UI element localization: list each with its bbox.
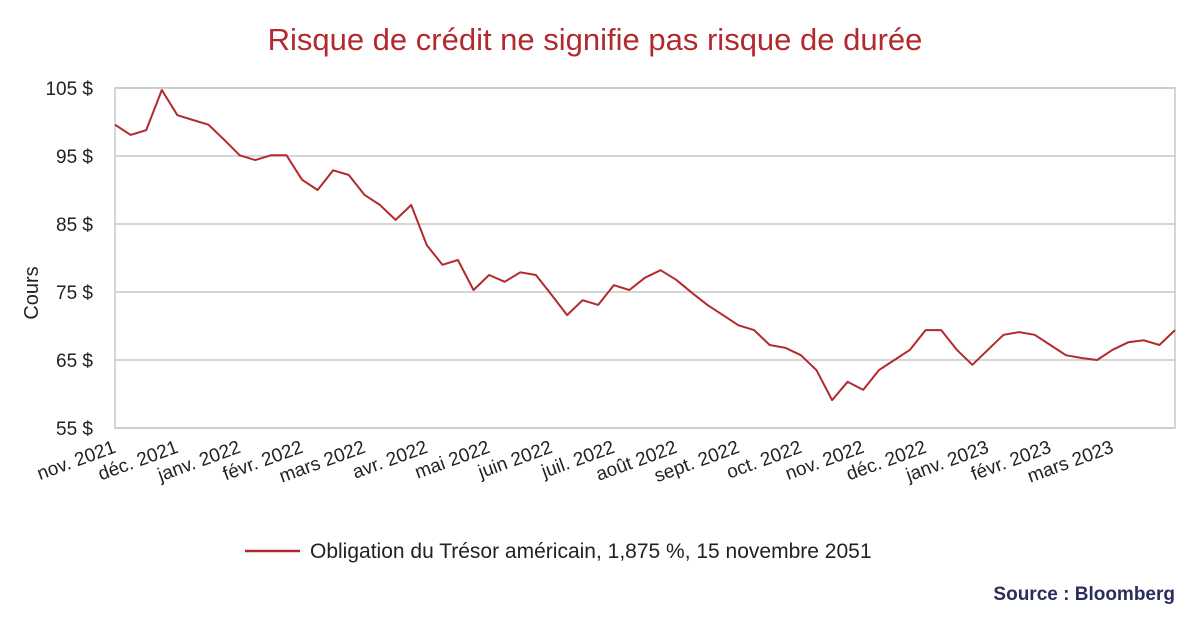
y-tick-label: 55 $ — [56, 419, 93, 440]
legend-label: Obligation du Trésor américain, 1,875 %,… — [310, 540, 872, 563]
y-axis-label: Cours — [21, 266, 43, 319]
y-tick-label: 65 $ — [56, 351, 93, 372]
plot-frame — [114, 87, 1176, 429]
chart-title: Risque de crédit ne signifie pas risque … — [268, 22, 923, 57]
y-tick-label: 85 $ — [56, 215, 93, 236]
y-tick-label: 95 $ — [56, 147, 93, 168]
y-tick-label: 75 $ — [56, 283, 93, 304]
y-tick-label: 105 $ — [45, 79, 93, 100]
data-line — [114, 89, 1176, 402]
source: Source : Bloomberg — [993, 584, 1175, 605]
